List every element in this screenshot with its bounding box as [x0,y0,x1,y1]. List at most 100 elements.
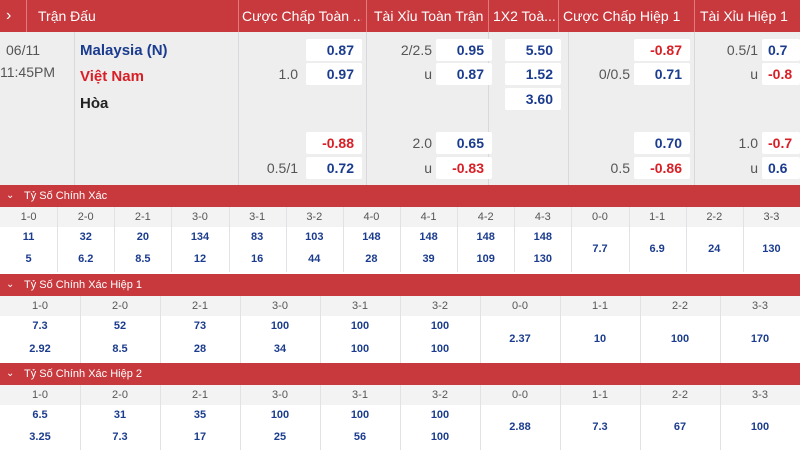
chevron-down-icon[interactable]: ⌄ [6,368,15,379]
header-hdp-h1[interactable]: Cược Chấp Hiệp 1 [563,8,681,24]
hdp-ft-home-odds-1[interactable]: 0.87 [306,39,362,61]
ou-h1-under-odds-2[interactable]: 0.6 [762,157,800,179]
hdp-h1-away-odds-1[interactable]: 0.71 [634,63,690,85]
score-label: 0-0 [512,389,528,401]
hdp-ft-away-odds-2[interactable]: 0.72 [306,157,362,179]
score-label: 3-3 [752,300,768,312]
score-label-row: 1-0 2-0 2-1 3-0 3-1 3-2 4-0 4-1 4-2 4-3 0-0 1-1 2-2 3… [0,207,800,227]
ou-ft-under-odds-1[interactable]: 0.87 [436,63,492,85]
score-odds-away[interactable]: 100 [430,342,450,355]
x12-away-odds[interactable]: 1.52 [505,63,561,85]
ou-ft-over-odds-1[interactable]: 0.95 [436,39,492,61]
score-odds-home[interactable]: 67 [673,420,687,433]
ou-h1-over-odds-1[interactable]: 0.7 [762,39,800,61]
score-odds-home[interactable]: 148 [362,231,381,243]
score-odds-home[interactable]: 100 [430,320,450,332]
score-odds-home[interactable]: 7.3 [592,420,608,433]
score-odds-home[interactable]: 148 [533,231,553,243]
score-odds-away[interactable]: 8.5 [112,342,128,355]
score-odds-home[interactable]: 100 [430,409,450,421]
score-odds-away[interactable]: 3.25 [29,430,51,443]
x12-draw-odds[interactable]: 3.60 [505,88,561,110]
score-odds-away[interactable]: 8.5 [135,252,151,265]
score-odds-home[interactable]: 2.88 [509,420,531,433]
score-odds-home[interactable]: 130 [762,242,781,255]
score-odds-away[interactable]: 56 [353,430,367,443]
score-odds-away[interactable]: 100 [430,430,450,443]
score-label: 2-0 [77,211,94,223]
score-odds-home[interactable]: 7.3 [32,320,48,332]
score-odds-home[interactable]: 52 [113,320,127,332]
score-odds-home[interactable]: 11 [22,231,35,243]
cell-divider [640,385,641,405]
chevron-right-icon[interactable]: › [6,7,12,24]
score-odds-away[interactable]: 16 [251,252,264,265]
cell-divider [400,405,401,450]
score-odds-home[interactable]: 170 [750,332,770,345]
score-label: 3-1 [249,211,266,223]
score-odds-home[interactable]: 6.5 [32,409,48,421]
score-odds-home[interactable]: 10 [593,332,607,345]
score-odds-away[interactable]: 25 [273,430,287,443]
score-label: 4-3 [534,211,551,223]
score-odds-home[interactable]: 20 [136,231,149,243]
cell-divider [342,227,344,272]
score-odds-away[interactable]: 34 [273,342,287,355]
score-odds-away[interactable]: 7.3 [112,430,128,443]
score-odds-away[interactable]: 12 [193,252,207,265]
score-odds-away[interactable]: 6.2 [78,252,94,265]
score-odds-home[interactable]: 100 [350,409,370,421]
section-header[interactable]: ⌄ Tỷ Số Chính Xác Hiệp 1 [0,274,800,296]
x12-home-odds[interactable]: 5.50 [505,39,561,61]
score-odds-home[interactable]: 100 [750,420,770,433]
score-odds-home[interactable]: 103 [305,231,324,243]
score-odds-home[interactable]: 100 [270,320,290,332]
score-odds-home[interactable]: 24 [708,242,721,255]
ou-h1-under-odds-1[interactable]: -0.8 [762,63,800,85]
header-hdp-ft[interactable]: Cược Chấp Toàn ... [242,8,362,24]
header-divider [558,0,559,32]
score-odds-away[interactable]: 39 [422,252,435,265]
score-odds-home[interactable]: 83 [251,231,264,243]
score-odds-home[interactable]: 100 [670,332,690,345]
header-ou-ft[interactable]: Tài Xỉu Toàn Trận [374,8,484,24]
score-odds-home[interactable]: 32 [79,231,92,243]
score-odds-home[interactable]: 134 [190,231,210,243]
score-odds-home[interactable]: 100 [350,320,370,332]
section-header[interactable]: ⌄ Tỷ Số Chính Xác Hiệp 2 [0,363,800,385]
score-odds-home[interactable]: 6.9 [649,242,665,255]
chevron-down-icon[interactable]: ⌄ [6,279,15,290]
header-ou-h1[interactable]: Tài Xỉu Hiệp 1 [700,8,788,24]
score-odds-away[interactable]: 17 [193,430,207,443]
score-label: 3-3 [763,211,780,223]
score-odds-home[interactable]: 31 [113,409,127,421]
score-odds-away[interactable]: 2.92 [29,342,51,355]
hdp-h1-home-odds-2[interactable]: 0.70 [634,132,690,154]
hdp-h1-away-odds-2[interactable]: -0.86 [634,157,690,179]
score-odds-home[interactable]: 148 [419,231,438,243]
score-odds-home[interactable]: 7.7 [592,242,608,255]
score-odds-away[interactable]: 28 [365,252,378,265]
hdp-ft-away-odds-1[interactable]: 0.97 [306,63,362,85]
score-odds-home[interactable]: 100 [270,409,290,421]
score-odds-home[interactable]: 35 [193,409,207,421]
chevron-down-icon[interactable]: ⌄ [6,190,15,201]
score-odds-away[interactable]: 130 [533,252,553,265]
score-odds-away[interactable]: 28 [193,342,207,355]
header-1x2-ft[interactable]: 1X2 Toà... [493,8,556,24]
ou-ft-over-odds-2[interactable]: 0.65 [436,132,492,154]
hdp-h1-home-odds-1[interactable]: -0.87 [634,39,690,61]
ou-h1-over-odds-2[interactable]: -0.7 [762,132,800,154]
hdp-ft-home-odds-2[interactable]: -0.88 [306,132,362,154]
score-odds-away[interactable]: 109 [476,252,495,265]
score-odds-home[interactable]: 2.37 [509,332,531,345]
score-odds-home[interactable]: 73 [193,320,207,332]
score-odds-away[interactable]: 5 [25,252,32,265]
section-title: Tỷ Số Chính Xác [24,190,108,202]
score-odds-away[interactable]: 100 [350,342,370,355]
section-header[interactable]: ⌄ Tỷ Số Chính Xác [0,185,800,207]
ou-ft-under-odds-2[interactable]: -0.83 [436,157,492,179]
cell-divider [320,385,321,405]
score-odds-home[interactable]: 148 [476,231,495,243]
score-odds-away[interactable]: 44 [308,252,321,265]
